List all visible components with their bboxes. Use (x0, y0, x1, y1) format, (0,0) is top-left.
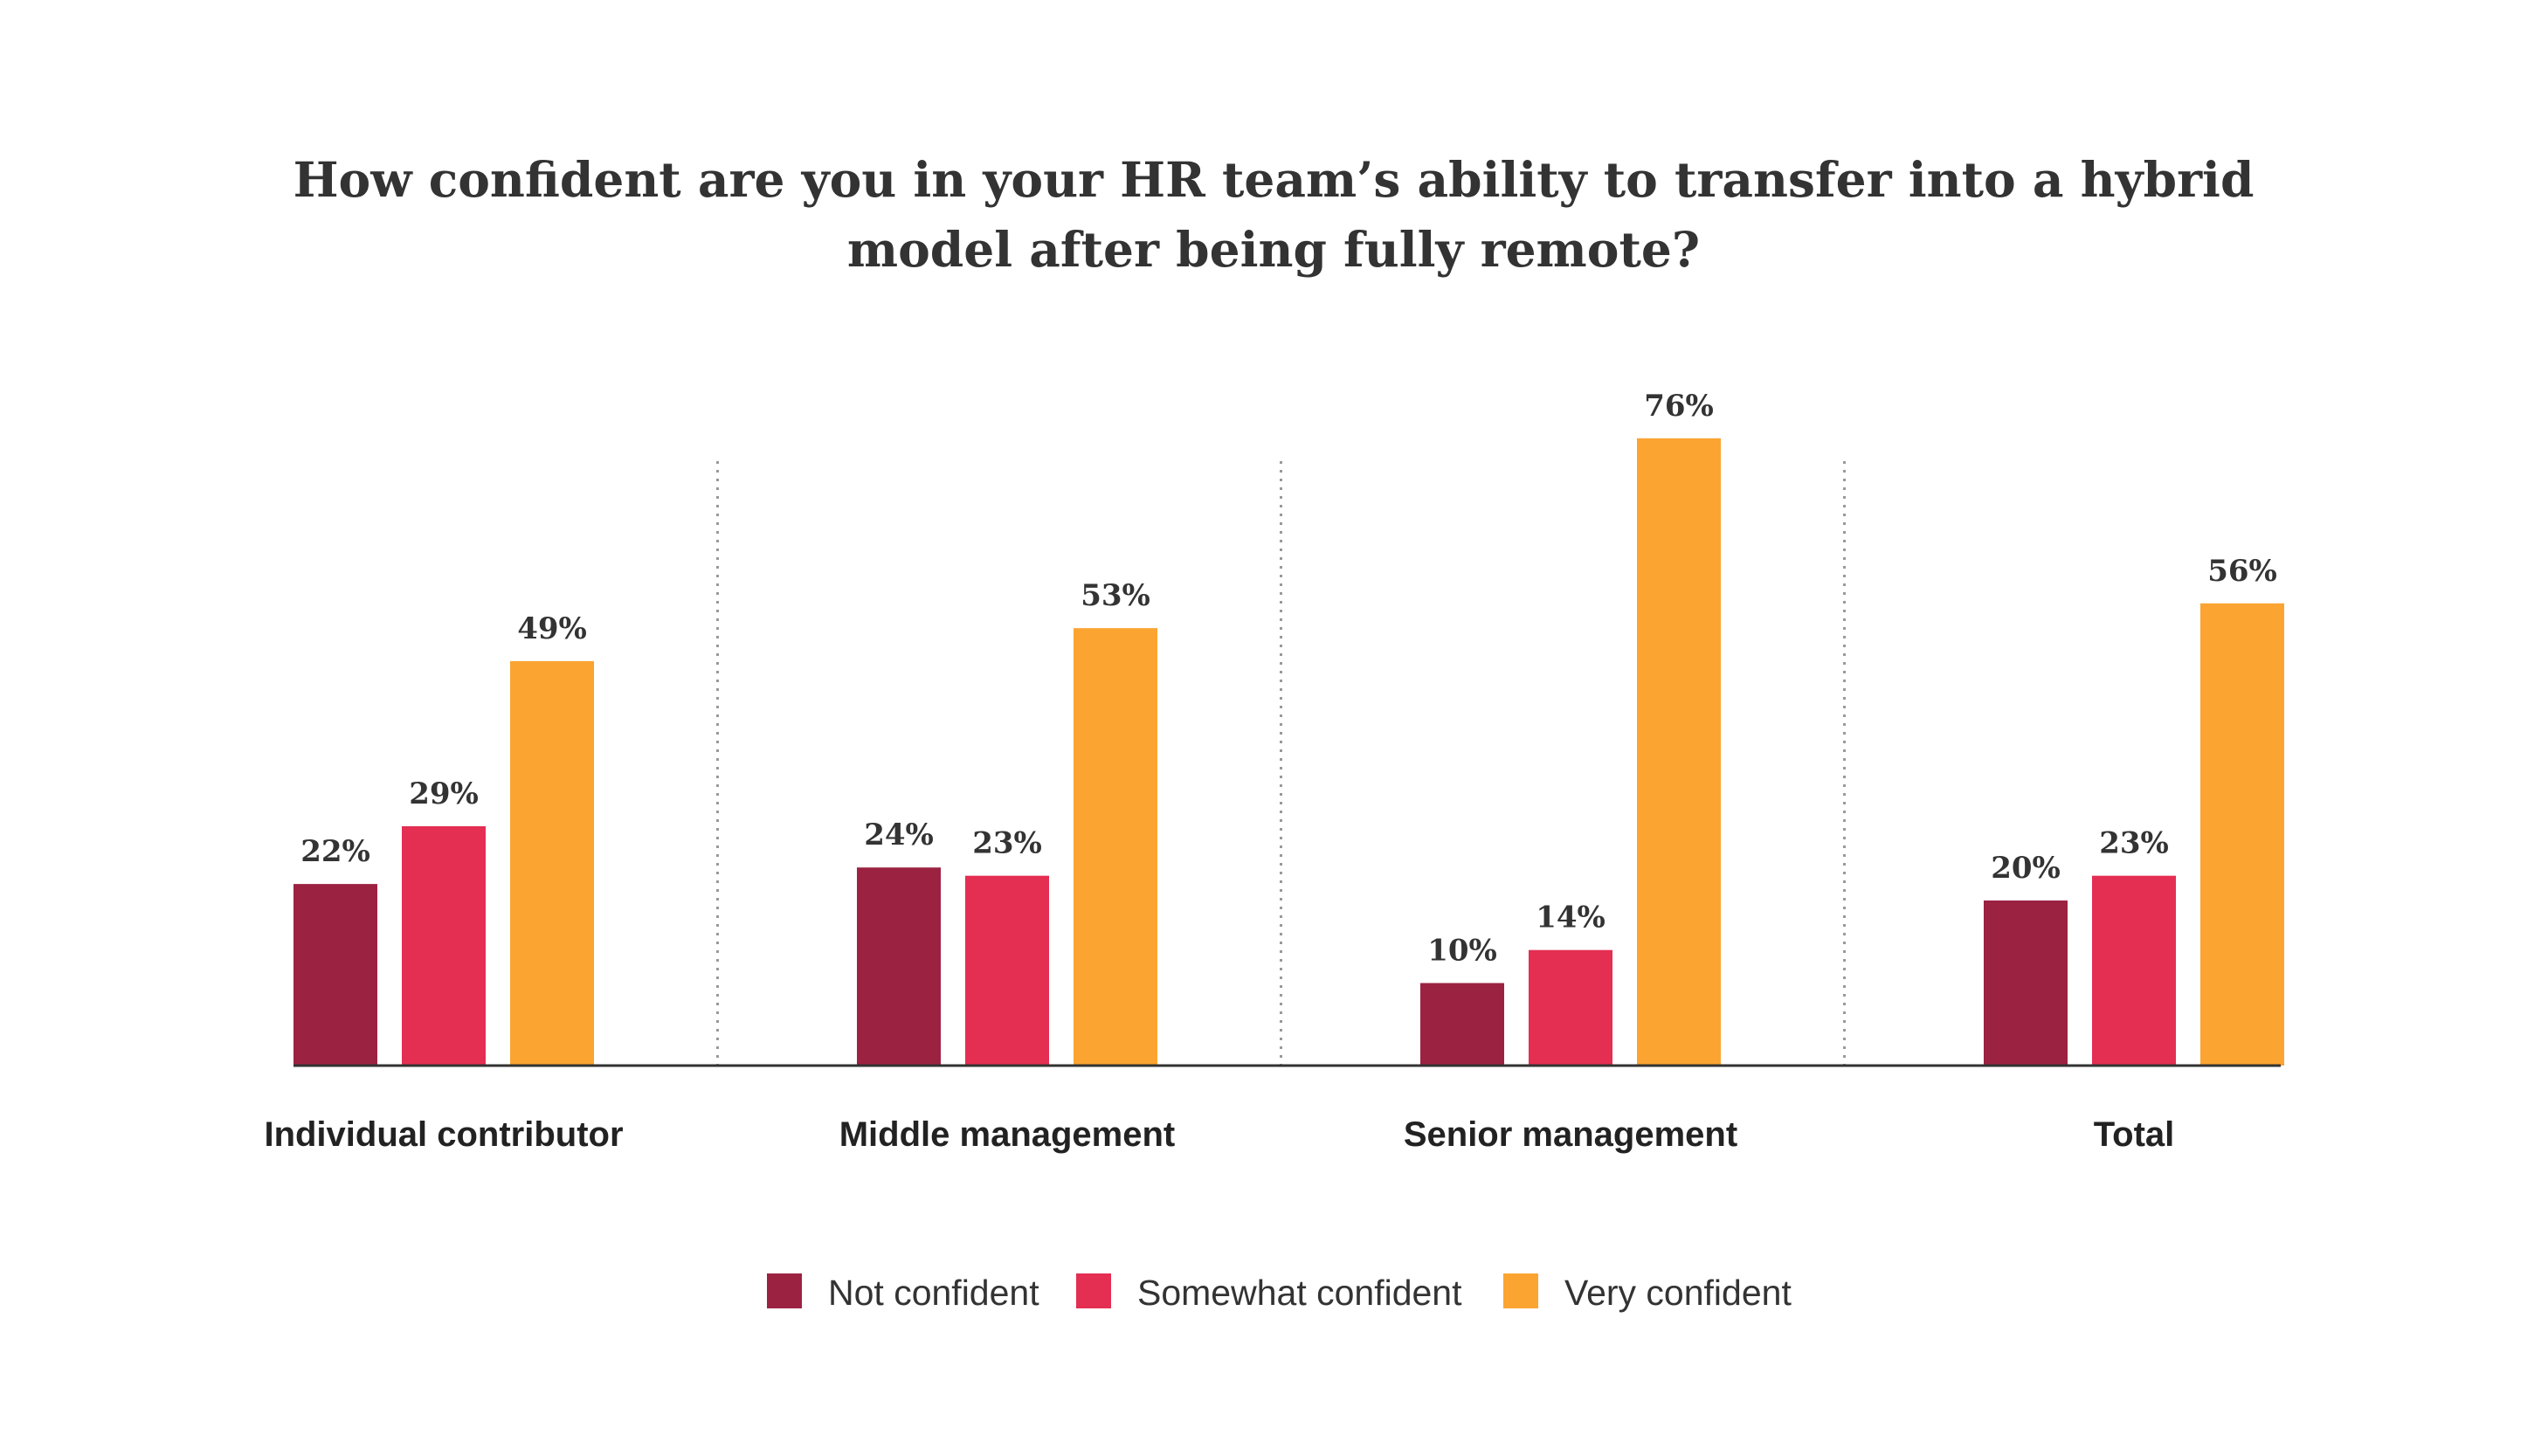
category-label-1: Middle management (839, 1115, 1176, 1154)
chart-title-line-2: model after being fully remote? (847, 221, 1700, 278)
legend-label-0: Not confident (828, 1273, 1039, 1313)
value-label-1-2: 53% (1081, 578, 1150, 613)
value-label-0-1: 29% (409, 776, 479, 811)
value-label-2-1: 14% (1536, 901, 1605, 935)
bar-1-1 (965, 875, 1049, 1066)
chart-title-line-1: How confident are you in your HR team’s … (293, 151, 2255, 208)
bar-1-0 (857, 867, 941, 1066)
bars (293, 438, 2284, 1066)
value-label-1-1: 23% (972, 826, 1042, 861)
legend: Not confident Somewhat confident Very conf… (767, 1273, 1792, 1313)
bar-1-2 (1074, 628, 1157, 1066)
legend-swatch-1 (1076, 1273, 1111, 1308)
legend-label-1: Somewhat confident (1137, 1273, 1462, 1313)
value-label-2-2: 76% (1644, 389, 1714, 424)
value-labels: 22% 29% 49% 24% 23% 53% 10% 14% 76% 20% 23% 56% (300, 389, 2277, 969)
value-label-3-0: 20% (1991, 851, 2061, 886)
bar-3-1 (2092, 875, 2176, 1066)
bar-0-2 (510, 660, 594, 1066)
value-label-0-2: 49% (517, 611, 587, 646)
value-label-1-0: 24% (864, 818, 934, 852)
bar-2-2 (1637, 438, 1721, 1066)
value-label-0-0: 22% (300, 834, 370, 869)
bar-0-0 (293, 884, 377, 1066)
bar-3-2 (2200, 603, 2284, 1066)
legend-label-2: Very confident (1564, 1273, 1792, 1313)
chart-title: How confident are you in your HR team’s … (293, 151, 2255, 278)
category-label-3: Total (2094, 1115, 2175, 1154)
category-label-2: Senior management (1404, 1115, 1737, 1154)
value-label-3-2: 56% (2207, 554, 2277, 589)
category-labels: Individual contributor Middle management S… (264, 1115, 2174, 1154)
bar-2-1 (1529, 949, 1612, 1066)
bar-3-0 (1984, 901, 2068, 1066)
value-label-2-0: 10% (1427, 934, 1497, 969)
bar-2-0 (1420, 983, 1504, 1066)
legend-swatch-0 (767, 1273, 802, 1308)
legend-swatch-2 (1503, 1273, 1538, 1308)
value-label-3-1: 23% (2099, 826, 2169, 861)
category-label-0: Individual contributor (264, 1115, 623, 1154)
bar-0-1 (402, 825, 486, 1066)
